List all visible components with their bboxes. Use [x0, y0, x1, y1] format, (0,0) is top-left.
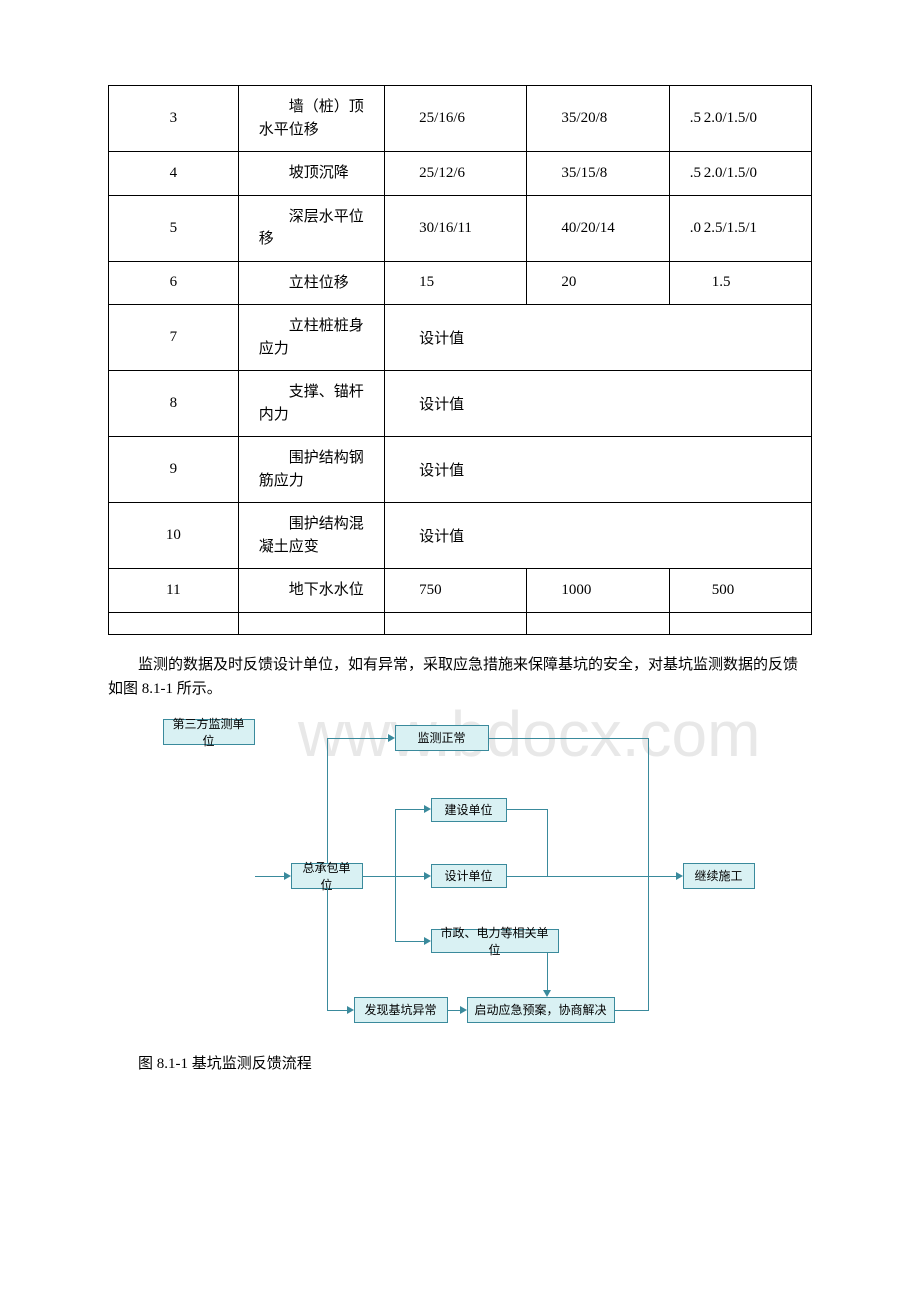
- row-num: 4: [109, 152, 239, 196]
- flow-contractor: 总承包单位: [291, 863, 363, 889]
- row-num: 7: [109, 305, 239, 371]
- row-num: 3: [109, 86, 239, 152]
- row-v2: 40/20/14: [527, 195, 669, 261]
- row-v1: 25/12/6: [385, 152, 527, 196]
- row-merged: 设计值: [385, 437, 812, 503]
- row-item: 墙（桩）顶水平位移: [238, 86, 384, 152]
- row-item: 围护结构钢筋应力: [238, 437, 384, 503]
- row-v2: 35/15/8: [527, 152, 669, 196]
- table-row: 5 深层水平位移 30/16/11 40/20/14 .02.5/1.5/1: [109, 195, 812, 261]
- table-row: 9 围护结构钢筋应力 设计值: [109, 437, 812, 503]
- flow-client: 建设单位: [431, 798, 507, 822]
- flow-utilities: 市政、电力等相关单位: [431, 929, 559, 953]
- row-item: 地下水水位: [238, 569, 384, 613]
- table-row: 10 围护结构混凝土应变 设计值: [109, 503, 812, 569]
- flow-designer: 设计单位: [431, 864, 507, 888]
- table-row: 8 支撑、锚杆内力 设计值: [109, 371, 812, 437]
- row-v3: .52.0/1.5/0: [669, 152, 811, 196]
- flow-emergency: 启动应急预案，协商解决: [467, 997, 615, 1023]
- page-container: { "watermark": "www.bdocx.com", "table":…: [108, 85, 812, 1073]
- row-v3: .52.0/1.5/0: [669, 86, 811, 152]
- row-num: 9: [109, 437, 239, 503]
- table-row: 4 坡顶沉降 25/12/6 35/15/8 .52.0/1.5/0: [109, 152, 812, 196]
- paragraph: 监测的数据及时反馈设计单位，如有异常，采取应急措施来保障基坑的安全，对基坑监测数…: [108, 653, 812, 701]
- row-v1: 750: [385, 569, 527, 613]
- row-item: 立柱位移: [238, 261, 384, 305]
- row-v2: 1000: [527, 569, 669, 613]
- flow-normal: 监测正常: [395, 725, 489, 751]
- row-item: 围护结构混凝土应变: [238, 503, 384, 569]
- row-v3: .02.5/1.5/1: [669, 195, 811, 261]
- row-item: 坡顶沉降: [238, 152, 384, 196]
- table-row: 7 立柱桩桩身应力 设计值: [109, 305, 812, 371]
- flow-continue: 继续施工: [683, 863, 755, 889]
- row-v2: 35/20/8: [527, 86, 669, 152]
- row-num: 6: [109, 261, 239, 305]
- monitoring-table: 3 墙（桩）顶水平位移 25/16/6 35/20/8 .52.0/1.5/0 …: [108, 85, 812, 635]
- row-num: 8: [109, 371, 239, 437]
- row-v1: 15: [385, 261, 527, 305]
- row-merged: 设计值: [385, 503, 812, 569]
- row-item: 深层水平位移: [238, 195, 384, 261]
- row-item: 支撑、锚杆内力: [238, 371, 384, 437]
- table-empty-row: [109, 612, 812, 634]
- flow-third-party: 第三方监测单位: [163, 719, 255, 745]
- table-row: 11 地下水水位 750 1000 500: [109, 569, 812, 613]
- row-item: 立柱桩桩身应力: [238, 305, 384, 371]
- row-v1: 30/16/11: [385, 195, 527, 261]
- row-v1: 25/16/6: [385, 86, 527, 152]
- flow-abnormal: 发现基坑异常: [354, 997, 448, 1023]
- row-merged: 设计值: [385, 371, 812, 437]
- figure-caption: 图 8.1-1 基坑监测反馈流程: [108, 1052, 812, 1073]
- table-row: 3 墙（桩）顶水平位移 25/16/6 35/20/8 .52.0/1.5/0: [109, 86, 812, 152]
- row-num: 10: [109, 503, 239, 569]
- row-num: 5: [109, 195, 239, 261]
- flowchart: 第三方监测单位 总承包单位 监测正常 建设单位 设计单位 市政、电力等相关单位 …: [163, 719, 758, 1034]
- row-v3: 1.5: [669, 261, 811, 305]
- row-num: 11: [109, 569, 239, 613]
- row-merged: 设计值: [385, 305, 812, 371]
- row-v3: 500: [669, 569, 811, 613]
- row-v2: 20: [527, 261, 669, 305]
- table-row: 6 立柱位移 15 20 1.5: [109, 261, 812, 305]
